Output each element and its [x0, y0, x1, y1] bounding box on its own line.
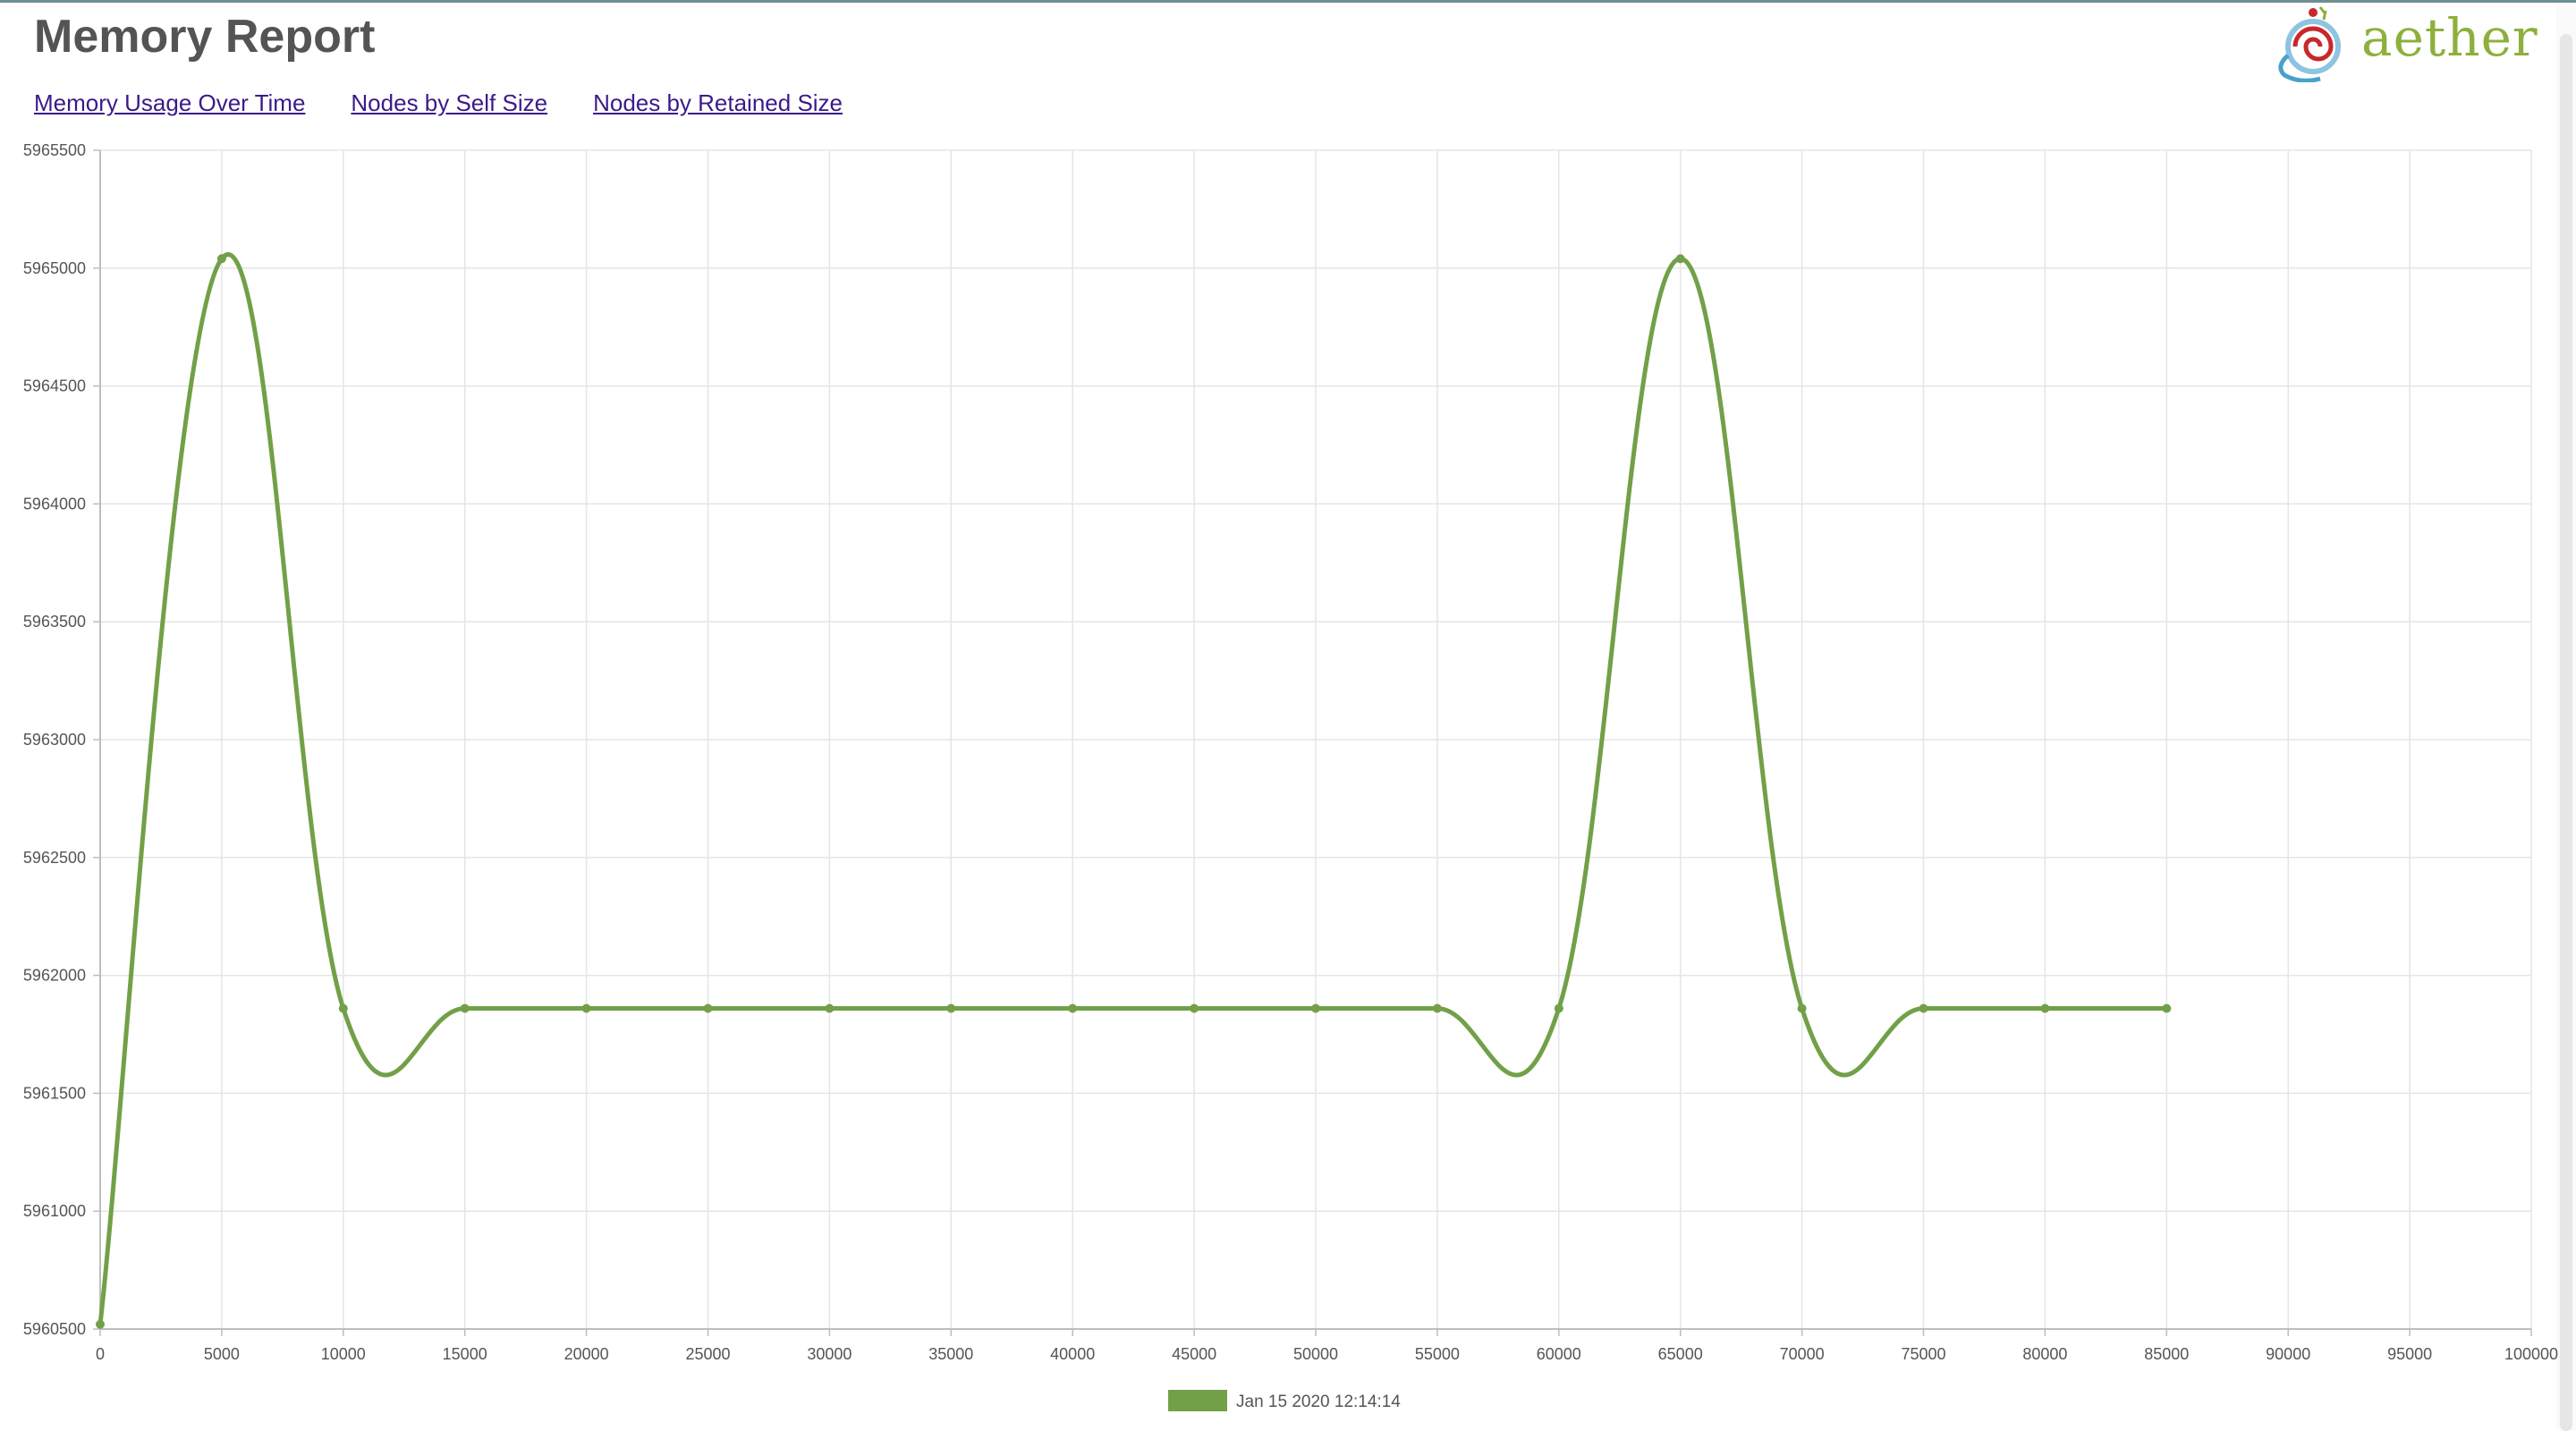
y-tick-label: 5965500	[23, 141, 86, 159]
data-point	[1068, 1003, 1078, 1013]
x-tick-label: 10000	[321, 1345, 366, 1363]
nav-nodes-by-self-size[interactable]: Nodes by Self Size	[351, 89, 548, 116]
y-tick-label: 5963000	[23, 731, 86, 749]
x-tick-label: 0	[96, 1345, 105, 1363]
page-title: Memory Report	[34, 11, 376, 63]
y-tick-label: 5963500	[23, 613, 86, 631]
y-tick-label: 5962000	[23, 967, 86, 985]
x-tick-label: 85000	[2144, 1345, 2189, 1363]
x-tick-label: 90000	[2266, 1345, 2310, 1363]
data-point	[1797, 1003, 1807, 1013]
data-point	[2040, 1003, 2050, 1013]
x-tick-label: 45000	[1172, 1345, 1216, 1363]
scrollbar-thumb[interactable]	[2560, 34, 2572, 1431]
data-point	[1919, 1003, 1928, 1013]
series-line	[97, 252, 2167, 1325]
x-tick-label: 100000	[2504, 1345, 2558, 1363]
y-tick-label: 5961000	[23, 1202, 86, 1220]
x-tick-label: 65000	[1658, 1345, 1703, 1363]
x-tick-label: 20000	[564, 1345, 609, 1363]
logo-text: aether	[2361, 7, 2538, 68]
x-tick-label: 25000	[685, 1345, 730, 1363]
y-tick-label: 5961500	[23, 1084, 86, 1102]
y-tick-label: 5964500	[23, 377, 86, 395]
x-tick-label: 60000	[1537, 1345, 1581, 1363]
x-tick-label: 75000	[1901, 1345, 1945, 1363]
data-point	[1432, 1003, 1442, 1013]
x-tick-label: 55000	[1415, 1345, 1460, 1363]
x-tick-label: 35000	[928, 1345, 973, 1363]
data-point	[825, 1003, 835, 1013]
data-point	[1554, 1003, 1563, 1013]
y-tick-label: 5964000	[23, 495, 86, 512]
y-tick-label: 5962500	[23, 849, 86, 867]
memory-usage-chart: 5960500 5961000 5961500 5962000 5962500 59630…	[23, 141, 2558, 1411]
data-point	[703, 1003, 713, 1013]
x-tick-label: 30000	[807, 1345, 852, 1363]
aether-logo: aether	[2268, 2, 2538, 83]
x-tick-label: 80000	[2022, 1345, 2067, 1363]
nav-nodes-by-retained-size[interactable]: Nodes by Retained Size	[593, 89, 843, 116]
legend-swatch	[1168, 1390, 1227, 1411]
data-point	[460, 1003, 470, 1013]
x-tick-label: 15000	[443, 1345, 487, 1363]
y-tick-label: 5960500	[23, 1320, 86, 1338]
x-tick-label: 40000	[1050, 1345, 1095, 1363]
x-tick-label: 5000	[204, 1345, 240, 1363]
y-tick-label: 5965000	[23, 259, 86, 277]
data-point	[96, 1319, 105, 1329]
data-point	[946, 1003, 956, 1013]
page-header: Memory Report	[34, 7, 375, 66]
data-point	[338, 1003, 348, 1013]
nav-memory-usage-over-time[interactable]: Memory Usage Over Time	[34, 89, 306, 116]
data-point	[216, 254, 226, 264]
data-point	[1675, 254, 1685, 264]
report-nav: Memory Usage Over Time Nodes by Self Siz…	[34, 89, 843, 117]
top-border	[0, 0, 2576, 3]
x-tick-label: 95000	[2387, 1345, 2432, 1363]
data-point	[1311, 1003, 1320, 1013]
x-tick-label: 70000	[1780, 1345, 1825, 1363]
x-tick-label: 50000	[1293, 1345, 1338, 1363]
data-point	[581, 1003, 591, 1013]
legend-label: Jan 15 2020 12:14:14	[1236, 1393, 1401, 1411]
data-point	[2162, 1003, 2172, 1013]
data-point	[1190, 1003, 1199, 1013]
swirl-logo-icon	[2278, 6, 2342, 83]
